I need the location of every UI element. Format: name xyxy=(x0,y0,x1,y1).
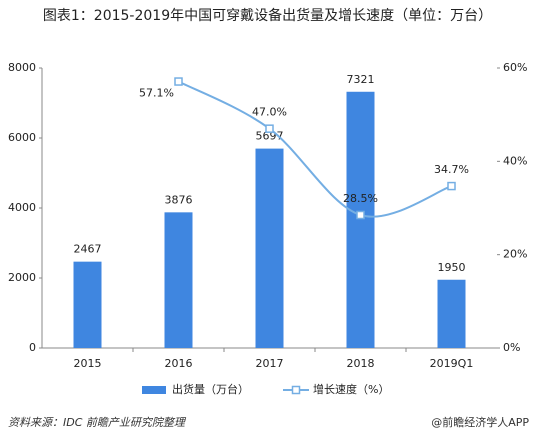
growth-value-label: 57.1% xyxy=(139,87,174,100)
y2-tick-label: 20% xyxy=(503,248,527,261)
y-tick-label: 2000 xyxy=(8,271,36,284)
bar xyxy=(164,212,193,348)
y-tick-label: 6000 xyxy=(8,131,36,144)
growth-marker xyxy=(174,77,183,86)
bar xyxy=(73,261,102,348)
bar-value-label: 5697 xyxy=(256,130,284,143)
x-tick-label: 2016 xyxy=(165,357,193,370)
y-tick-label: 4000 xyxy=(8,201,36,214)
x-tick-label: 2017 xyxy=(256,357,284,370)
bar xyxy=(255,148,284,348)
brand-note: @前瞻经济学人APP xyxy=(431,416,529,429)
legend-swatch xyxy=(142,386,166,394)
growth-value-label: 47.0% xyxy=(252,106,287,119)
y2-tick-label: 0% xyxy=(503,341,520,354)
y-tick-label: 0 xyxy=(29,341,36,354)
growth-line xyxy=(178,80,452,218)
bar-value-label: 3876 xyxy=(165,193,193,206)
y-tick-label: 8000 xyxy=(8,61,36,74)
growth-marker xyxy=(356,210,365,220)
x-tick-label: 2018 xyxy=(347,357,375,370)
growth-marker xyxy=(265,124,274,133)
source-note: 资料来源：IDC 前瞻产业研究院整理 xyxy=(8,416,185,429)
x-tick-label: 2019Q1 xyxy=(430,357,474,370)
bar-value-label: 2467 xyxy=(74,243,102,256)
bar xyxy=(437,279,466,348)
legend-label: 出货量（万台） xyxy=(172,382,249,396)
growth-value-label: 28.5% xyxy=(343,192,378,205)
growth-marker xyxy=(447,181,456,191)
x-tick-label: 2015 xyxy=(74,357,102,370)
legend-label: 增长速度（%） xyxy=(313,382,389,396)
growth-value-label: 34.7% xyxy=(434,163,469,176)
y2-tick-label: 40% xyxy=(503,154,527,167)
bar-value-label: 7321 xyxy=(347,73,375,86)
bar xyxy=(346,91,375,348)
y2-tick-label: 60% xyxy=(503,61,527,74)
chart-title: 图表1：2015-2019年中国可穿戴设备出货量及增长速度（单位：万台） xyxy=(42,8,493,24)
bar-value-label: 1950 xyxy=(438,261,466,274)
legend-swatch-marker xyxy=(291,385,301,395)
